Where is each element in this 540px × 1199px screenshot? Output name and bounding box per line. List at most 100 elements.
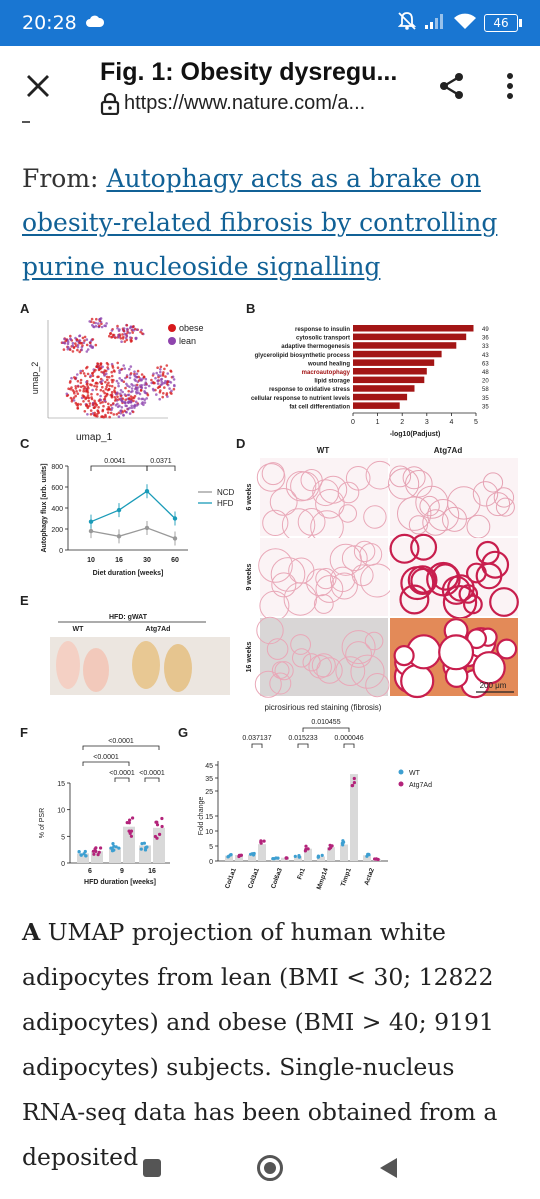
c-xlabel: Diet duration [weeks]: [93, 570, 164, 577]
e-adipocyte: [330, 572, 358, 600]
umap-point: [158, 397, 161, 401]
caption-text: UMAP projection of human white adipocyte…: [22, 918, 498, 1171]
umap-point: [76, 343, 80, 347]
umap-point: [163, 367, 166, 371]
umap-point: [118, 371, 121, 374]
umap-point: [172, 378, 176, 381]
umap-point: [102, 389, 105, 393]
c-series-line: [90, 490, 176, 523]
f-ytick-label: 10: [57, 808, 65, 815]
g-point: [303, 849, 307, 853]
umap-point: [69, 334, 72, 338]
umap-point: [129, 336, 132, 339]
umap-point: [117, 333, 120, 337]
status-bar: 20:28 46: [0, 0, 540, 46]
e-adipocyte: [341, 630, 376, 665]
g-gene-label: Timp1: [340, 867, 353, 888]
figure-caption: A UMAP projection of human white adipocy…: [22, 910, 522, 1180]
umap-point: [70, 376, 73, 380]
e-adipocyte: [315, 489, 345, 519]
go-term-label: wound healing: [307, 361, 350, 367]
umap-point: [128, 385, 131, 389]
umap-point: [79, 378, 83, 382]
umap-point: [120, 399, 124, 402]
go-tick-label: 1: [376, 419, 380, 426]
umap-point: [74, 342, 77, 345]
g-ytick-label: 5: [209, 844, 213, 851]
e-adipocyte: [306, 568, 334, 597]
f-point: [77, 850, 81, 854]
e-adipocyte: [256, 463, 286, 492]
umap-point: [123, 332, 127, 336]
umap-point: [156, 382, 160, 385]
f-point: [128, 818, 132, 822]
umap-point: [116, 324, 119, 328]
f-ytick-label: 0: [61, 861, 65, 868]
g-point: [352, 776, 356, 781]
umap-point: [75, 390, 78, 393]
umap-point: [92, 406, 96, 409]
umap-point: [102, 370, 106, 374]
share-button[interactable]: [432, 66, 472, 106]
umap-point: [113, 390, 117, 394]
f-point: [99, 846, 103, 850]
umap-point: [64, 339, 68, 343]
umap-point: [119, 394, 123, 397]
umap-point: [171, 375, 175, 379]
go-count: 58: [482, 387, 489, 393]
umap-point: [165, 364, 169, 367]
umap-point: [108, 415, 111, 419]
back-button[interactable]: [373, 1153, 403, 1183]
umap-point: [125, 324, 129, 327]
f-point: [94, 846, 98, 850]
umap-point: [92, 403, 95, 406]
f-point: [155, 823, 160, 827]
d-fat-pad: [83, 648, 109, 692]
umap-point: [133, 370, 136, 373]
umap-point: [98, 324, 101, 328]
umap-point: [82, 387, 86, 391]
panel-label-g: G: [178, 725, 188, 740]
more-options-button[interactable]: [492, 66, 528, 106]
umap-point: [116, 327, 119, 330]
umap-point: [135, 392, 138, 395]
umap-point: [131, 410, 135, 414]
go-count: 36: [482, 336, 489, 342]
panel-label-e: E: [20, 593, 29, 608]
umap-point: [164, 375, 167, 378]
e-adipocyte: [388, 468, 420, 500]
recent-apps-button[interactable]: [137, 1153, 167, 1183]
umap-point: [130, 404, 133, 408]
umap-point: [71, 341, 75, 345]
f-point: [131, 816, 135, 820]
c-point: [116, 534, 122, 539]
g-point: [252, 853, 256, 857]
d-fat-pad: [164, 644, 192, 692]
e-adipocyte: [365, 673, 390, 698]
umap-point: [86, 382, 89, 385]
battery-icon: 46: [484, 14, 522, 32]
legend-obese: obese: [179, 323, 204, 333]
umap-point: [118, 369, 121, 372]
e-adipocyte: [399, 584, 430, 615]
c-xtick-label: 60: [171, 557, 179, 564]
article-link[interactable]: Autophagy acts as a brake on obesity-rel…: [22, 164, 498, 281]
umap-point: [144, 386, 147, 390]
d-fat-pad: [132, 641, 160, 689]
e-adipocyte: [410, 533, 438, 561]
umap-point: [157, 374, 160, 377]
umap-point: [130, 406, 134, 410]
umap-point: [90, 392, 93, 396]
home-button[interactable]: [255, 1153, 285, 1183]
url-bar[interactable]: https://www.nature.com/a...: [100, 92, 418, 115]
umap-point: [113, 399, 117, 402]
g-point: [328, 843, 332, 847]
g-ytick-label: 10: [205, 829, 213, 836]
umap-point: [104, 415, 107, 418]
g-point: [276, 856, 280, 860]
umap-point: [107, 388, 111, 391]
close-button[interactable]: [18, 66, 58, 106]
f-xtick-label: 6: [88, 868, 92, 875]
g-bar: [350, 774, 358, 861]
umap-point: [72, 390, 76, 393]
